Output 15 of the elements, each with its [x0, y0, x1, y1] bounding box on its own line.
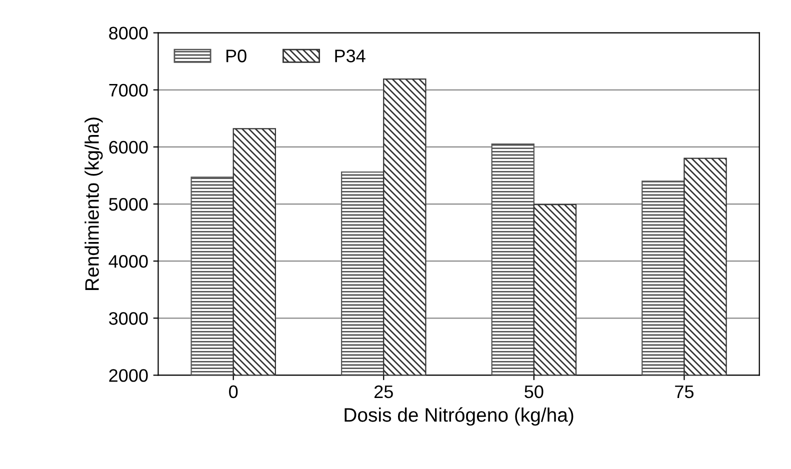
x-axis-title: Dosis de Nitrógeno (kg/ha) — [344, 407, 574, 426]
y-tick-label: 5000 — [109, 198, 148, 211]
x-tick-label: 50 — [524, 385, 544, 398]
y-axis-title: Rendimiento (kg/ha) — [84, 118, 103, 290]
y-tick-label: 6000 — [109, 140, 148, 154]
x-tick-label: 75 — [675, 386, 694, 398]
y-tick-label: 4000 — [108, 255, 148, 268]
y-tick-label: 8000 — [109, 26, 148, 40]
legend-label: P0 — [226, 50, 246, 62]
legend-label: P34 — [335, 50, 366, 62]
y-tick-label: 3000 — [109, 312, 148, 325]
x-tick-label: 0 — [229, 385, 238, 398]
x-tick-label: 25 — [374, 385, 393, 398]
y-tick-label: 7000 — [109, 84, 148, 97]
y-tick-label: 2000 — [109, 369, 148, 382]
